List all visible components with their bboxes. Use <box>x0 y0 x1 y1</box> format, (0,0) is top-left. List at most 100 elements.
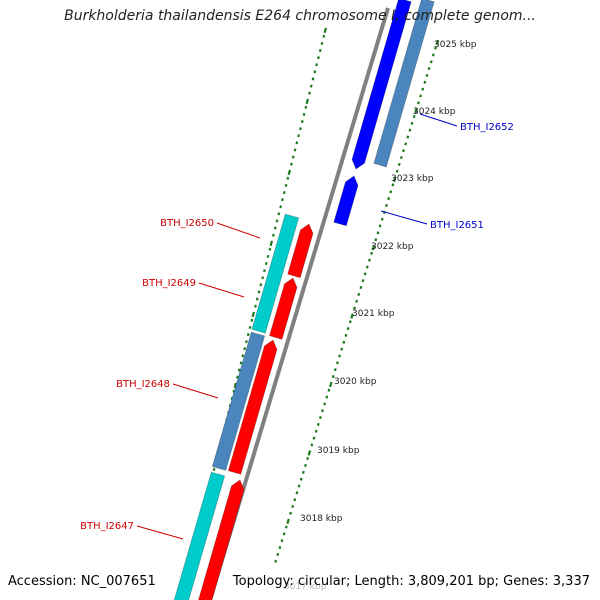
tick-mark <box>406 135 410 139</box>
tick-mark <box>291 504 295 509</box>
tick-mark <box>282 190 286 195</box>
leader-line <box>419 113 458 127</box>
tick-mark <box>277 212 281 216</box>
tick-mark <box>431 53 435 57</box>
tick-mark <box>328 381 333 388</box>
tick-mark <box>397 162 401 166</box>
tick-mark <box>385 203 388 208</box>
gene-label-bth-i2650: BTH_I2650 <box>160 218 214 229</box>
tick-mark <box>344 333 348 338</box>
tick-mark <box>331 374 335 379</box>
tick-mark <box>293 498 297 502</box>
tick-mark <box>268 247 272 251</box>
tick-mark <box>295 141 299 145</box>
tick-mark <box>371 244 376 251</box>
tick-mark <box>297 134 301 138</box>
tick-mark <box>276 552 280 556</box>
accession-text: Accession: NC_007651 <box>8 574 156 589</box>
tick-mark <box>318 48 322 53</box>
tick-mark <box>290 162 293 166</box>
genome-summary-text: Topology: circular; Length: 3,809,201 bp… <box>232 574 590 589</box>
gene-label-bth-i2651: BTH_I2651 <box>430 220 484 231</box>
cds-arrow-bth-i2652 <box>351 0 412 170</box>
cds-arrow-bth-i2651 <box>333 175 359 227</box>
tick-mark <box>350 313 354 319</box>
scale-label: 3019 kbp <box>317 446 360 456</box>
tick-mark <box>246 332 250 337</box>
feature-track <box>173 0 435 600</box>
tick-mark <box>348 320 352 324</box>
tick-mark <box>284 525 288 529</box>
tick-mark <box>254 304 257 308</box>
tick-mark <box>434 46 437 50</box>
tick-mark <box>342 340 346 344</box>
scale-labels: 3025 kbp 3024 kbp 3023 kbp 3022 kbp 3021 kbp… <box>284 40 477 592</box>
tick-mark <box>327 388 331 392</box>
tick-mark <box>261 276 265 280</box>
gene-label-bth-i2652: BTH_I2652 <box>460 122 514 133</box>
tick-mark <box>284 183 288 188</box>
tick-mark <box>273 226 277 230</box>
tick-mark <box>307 450 312 456</box>
tick-mark <box>408 128 412 132</box>
tick-mark <box>359 286 363 290</box>
tick-mark <box>264 261 268 266</box>
scale-label: 3024 kbp <box>413 107 456 117</box>
tick-mark <box>212 467 216 472</box>
gene-label-bth-i2648: BTH_I2648 <box>116 379 170 390</box>
scale-label: 3021 kbp <box>352 309 395 319</box>
tick-mark <box>287 169 292 176</box>
tick-mark <box>355 299 359 303</box>
tick-mark <box>263 269 266 273</box>
tick-mark <box>269 240 274 247</box>
leader-line <box>198 282 245 298</box>
tick-mark <box>279 205 283 209</box>
tick-mark <box>239 361 243 365</box>
tick-mark <box>304 463 307 468</box>
tick-mark <box>317 56 320 60</box>
tick-mark <box>419 94 423 98</box>
tick-mark <box>241 354 245 358</box>
tick-mark <box>402 149 405 153</box>
scale-label: 3022 kbp <box>371 242 414 252</box>
tick-mark <box>233 382 238 389</box>
tick-mark <box>321 409 324 413</box>
tick-mark <box>295 491 299 495</box>
tick-mark <box>259 283 263 287</box>
tick-mark <box>336 361 339 365</box>
tick-mark <box>318 416 322 420</box>
inner-tick-track <box>274 39 440 563</box>
tick-mark <box>378 224 382 228</box>
tick-mark <box>232 389 236 393</box>
tick-mark <box>280 539 284 543</box>
tick-mark <box>300 119 304 124</box>
tick-mark <box>323 402 327 406</box>
scale-label: 3023 kbp <box>391 174 434 184</box>
tick-mark <box>333 368 337 372</box>
tick-mark <box>368 258 371 262</box>
tick-mark <box>322 34 326 38</box>
feature-bar <box>173 471 226 600</box>
tick-mark <box>245 340 248 344</box>
tick-mark <box>274 559 278 563</box>
tick-mark <box>237 368 241 372</box>
tick-mark <box>251 311 256 318</box>
tick-mark <box>278 546 282 550</box>
tick-mark <box>412 114 416 119</box>
gene-label-bth-i2649: BTH_I2649 <box>142 278 196 289</box>
tick-mark <box>361 279 365 283</box>
tick-mark <box>257 290 261 294</box>
tick-mark <box>370 251 373 255</box>
tick-mark <box>325 395 329 399</box>
tick-mark <box>392 176 397 182</box>
tick-mark <box>282 532 286 536</box>
tick-mark <box>410 121 414 125</box>
tick-mark <box>299 477 303 481</box>
tick-mark <box>230 396 234 401</box>
scale-label: 3018 kbp <box>300 514 343 524</box>
tick-mark <box>365 265 369 269</box>
cds-arrow-bth-i2649 <box>269 277 298 340</box>
tick-mark <box>338 354 342 358</box>
tick-mark <box>423 80 427 84</box>
